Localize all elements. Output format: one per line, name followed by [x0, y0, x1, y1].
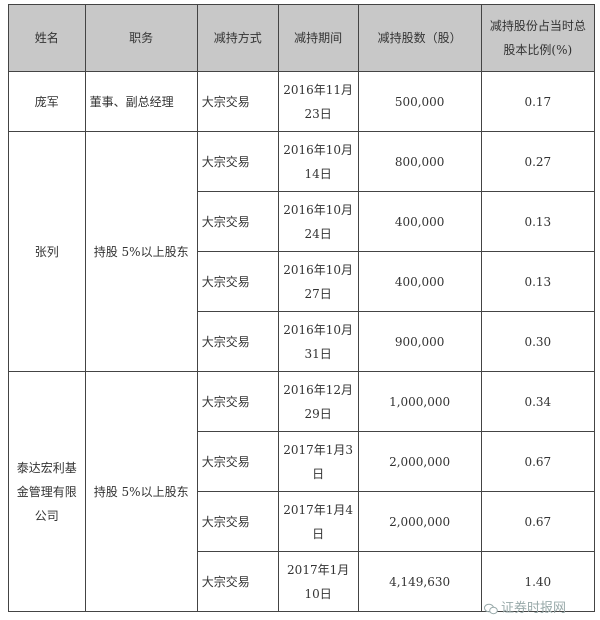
name-cell: 庞军	[8, 71, 86, 132]
column-header: 减持期间	[277, 4, 359, 72]
ratio-cell: 0.34	[480, 371, 596, 432]
name-cell: 张列	[8, 131, 86, 372]
shares-cell: 500,000	[357, 71, 482, 132]
table-row: 大宗交易 2017年1月3日 2,000,000 0.67	[9, 431, 596, 492]
column-header: 减持股份占当时总股本比例(%)	[480, 4, 596, 72]
ratio-cell: 0.67	[480, 491, 596, 552]
shares-cell: 400,000	[357, 191, 482, 252]
table-row: 大宗交易 2016年10月27日 400,000 0.13	[9, 251, 596, 312]
watermark: 证券时报网	[484, 602, 566, 616]
method-cell: 大宗交易	[196, 431, 279, 492]
wechat-icon	[484, 603, 498, 615]
method-cell: 大宗交易	[196, 371, 279, 432]
method-cell: 大宗交易	[196, 71, 279, 132]
role-cell: 持股 5%以上股东	[84, 131, 198, 372]
date-cell: 2017年1月3日	[277, 431, 359, 492]
method-cell: 大宗交易	[196, 491, 279, 552]
shares-cell: 2,000,000	[357, 431, 482, 492]
ratio-cell: 0.13	[480, 251, 596, 312]
ratio-cell: 0.30	[480, 311, 596, 372]
table-row: 庞军 董事、副总经理 大宗交易 2016年11月23日 500,000 0.17	[8, 71, 596, 132]
date-cell: 2017年1月4日	[277, 491, 359, 552]
role-cell: 董事、副总经理	[84, 71, 198, 132]
ratio-cell: 0.17	[480, 71, 596, 132]
shares-cell: 1,000,000	[357, 371, 482, 432]
share-reduction-table: 姓名 职务 减持方式 减持期间 减持股数（股） 减持股份占当时总股本比例(%) 庞军 董事、…	[8, 4, 596, 612]
table-row: 泰达宏利基金管理有限公司 持股 5%以上股东 大宗交易 2016年12月29日 1,00…	[8, 371, 596, 612]
column-header: 职务	[84, 4, 198, 72]
date-cell: 2016年10月27日	[277, 251, 359, 312]
name-cell: 泰达宏利基金管理有限公司	[8, 371, 86, 612]
ratio-cell: 0.13	[480, 191, 596, 252]
shares-cell: 900,000	[357, 311, 482, 372]
column-header: 姓名	[8, 4, 86, 72]
date-cell: 2016年10月24日	[277, 191, 359, 252]
ratio-cell: 0.27	[480, 131, 596, 192]
date-cell: 2016年12月29日	[277, 371, 359, 432]
method-cell: 大宗交易	[196, 311, 279, 372]
table-row: 大宗交易 2016年10月24日 400,000 0.13	[9, 191, 596, 252]
shares-cell: 800,000	[357, 131, 482, 192]
role-cell: 持股 5%以上股东	[84, 371, 198, 612]
table-row: 张列 持股 5%以上股东 大宗交易 2016年10月14日 800,000 0.27	[8, 131, 596, 372]
shares-cell: 400,000	[357, 251, 482, 312]
ratio-cell: 1.40	[480, 551, 596, 612]
table-row: 大宗交易 2016年10月31日 900,000 0.30	[9, 311, 596, 372]
date-cell: 2016年11月23日	[277, 71, 359, 132]
shares-cell: 4,149,630	[357, 551, 482, 612]
date-cell: 2017年1月10日	[277, 551, 359, 612]
date-cell: 2016年10月14日	[277, 131, 359, 192]
method-cell: 大宗交易	[196, 191, 279, 252]
date-cell: 2016年10月31日	[277, 311, 359, 372]
table-row: 大宗交易 2017年1月10日 4,149,630 1.40	[9, 551, 596, 612]
watermark-text: 证券时报网	[501, 601, 567, 616]
method-cell: 大宗交易	[196, 551, 279, 612]
ratio-cell: 0.67	[480, 431, 596, 492]
header-row: 姓名 职务 减持方式 减持期间 减持股数（股） 减持股份占当时总股本比例(%)	[8, 4, 596, 72]
column-header: 减持股数（股）	[357, 4, 482, 72]
method-cell: 大宗交易	[196, 131, 279, 192]
method-cell: 大宗交易	[196, 251, 279, 312]
shares-cell: 2,000,000	[357, 491, 482, 552]
column-header: 减持方式	[196, 4, 279, 72]
